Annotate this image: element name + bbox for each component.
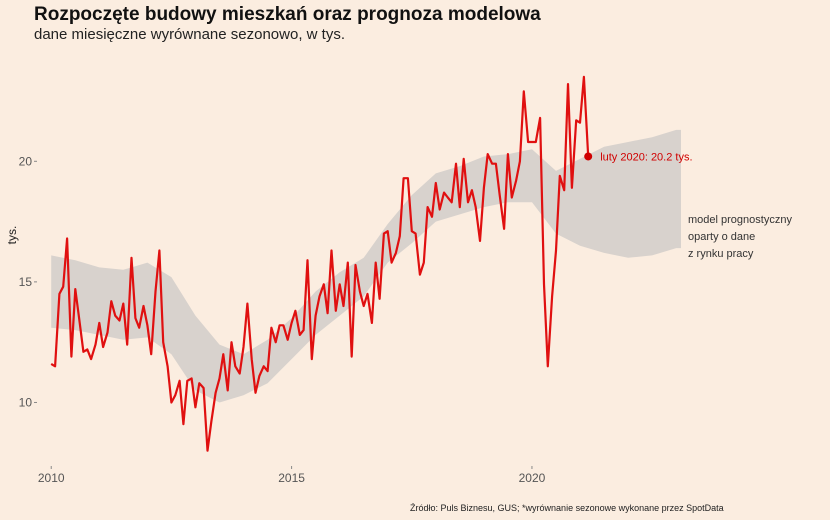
housing-starts-line	[50, 75, 590, 452]
last-point-label: luty 2020: 20.2 tys.	[600, 151, 692, 163]
forecast-note-line: oparty o dane	[688, 231, 755, 243]
forecast-note-line: z rynku pracy	[688, 248, 754, 260]
source-note: Źródło: Puls Biznesu, GUS; *wyrównanie s…	[410, 503, 724, 513]
x-tick-label: 2010	[38, 471, 65, 485]
x-tick-label: 2020	[519, 471, 546, 485]
y-tick-label: 15	[19, 275, 33, 289]
chart-title: Rozpoczęte budowy mieszkań oraz prognoza…	[34, 4, 541, 25]
y-axis-label: tys.	[5, 226, 19, 245]
last-point-marker	[584, 152, 593, 161]
forecast-note-line: model prognostyczny	[688, 214, 792, 226]
chart-subtitle: dane miesięczne wyrównane sezonowo, w ty…	[34, 26, 345, 43]
forecast-band	[51, 129, 681, 403]
y-tick-label: 10	[19, 395, 33, 409]
y-tick-label: 20	[19, 154, 33, 168]
x-tick-label: 2015	[278, 471, 305, 485]
